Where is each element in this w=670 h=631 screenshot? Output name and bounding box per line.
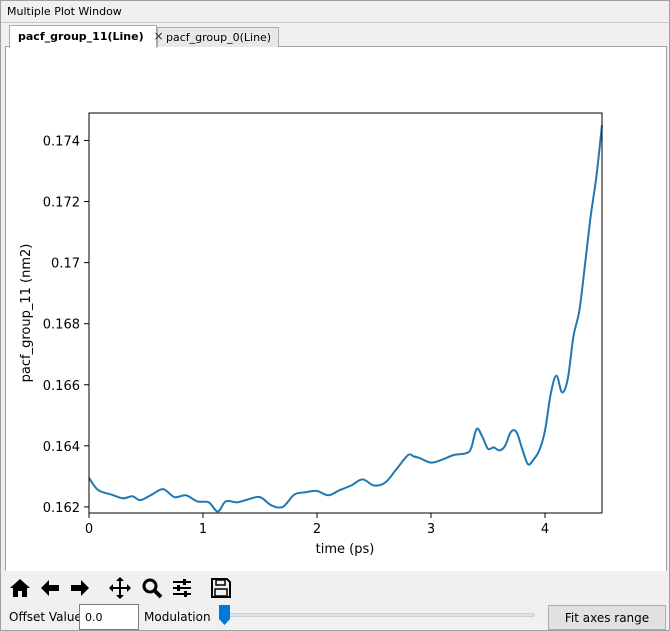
modulation-slider-track[interactable]	[225, 613, 535, 617]
tab-bar: pacf_group_11(Line) × pacf_group_0(Line)	[5, 25, 667, 48]
y-tick-label: 0.164	[43, 440, 80, 455]
pan-icon[interactable]	[107, 575, 133, 601]
forward-arrow-icon[interactable]	[67, 575, 93, 601]
tab-label: pacf_group_0(Line)	[166, 31, 272, 44]
configure-subplots-icon[interactable]	[169, 575, 195, 601]
offset-value-label: Offset Value	[9, 610, 82, 624]
y-tick-label: 0.17	[51, 257, 80, 272]
axes-frame	[88, 112, 603, 514]
save-icon[interactable]	[208, 575, 234, 601]
offset-value-input[interactable]	[79, 604, 139, 630]
line-chart: 0 1 2 3 40.1620.1640.1660.1680.170.1720.174 …	[19, 112, 603, 557]
y-tick-label: 0.162	[43, 501, 80, 516]
x-tick-label: 0	[85, 522, 93, 537]
tab-label: pacf_group_11(Line)	[18, 30, 144, 43]
x-tick-label: 3	[427, 522, 435, 537]
series-line	[88, 125, 603, 513]
back-arrow-icon[interactable]	[37, 575, 63, 601]
modulation-label: Modulation	[144, 610, 211, 624]
y-axis-label: pacf_group_11 (nm2)	[19, 244, 34, 383]
zoom-icon[interactable]	[139, 575, 165, 601]
y-tick-label: 0.174	[43, 134, 80, 149]
fit-axes-range-button[interactable]: Fit axes range	[548, 605, 666, 630]
plot-controls: Offset Value Modulation Fit axes range	[5, 603, 667, 631]
y-tick-label: 0.168	[43, 318, 80, 333]
tab-pacf-group-11[interactable]: pacf_group_11(Line) ×	[9, 25, 164, 48]
tab-pacf-group-0[interactable]: pacf_group_0(Line)	[157, 27, 279, 47]
modulation-slider-thumb[interactable]	[219, 605, 230, 625]
close-icon[interactable]: ×	[153, 29, 164, 43]
home-icon[interactable]	[7, 575, 33, 601]
plot-toolbar	[5, 573, 237, 603]
y-tick-label: 0.166	[43, 379, 80, 394]
window-title: Multiple Plot Window	[1, 1, 669, 23]
plot-canvas[interactable]: 0 1 2 3 4 0.162 0.164 0.166 0.168 0.17 0.172 0.174 …	[5, 47, 667, 571]
x-axis-label: time (ps)	[316, 542, 375, 557]
y-tick-label: 0.172	[43, 196, 80, 211]
x-tick-label: 4	[541, 522, 549, 537]
x-tick-label: 2	[313, 522, 321, 537]
x-tick-label: 1	[199, 522, 207, 537]
